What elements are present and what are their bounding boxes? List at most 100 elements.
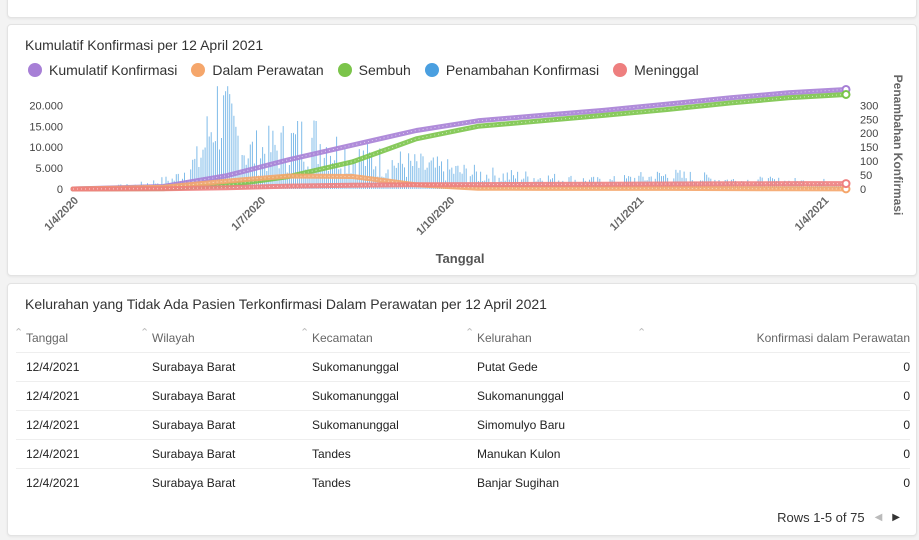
bar-penambahan-konfirmasi — [517, 171, 519, 189]
bar-penambahan-konfirmasi — [237, 135, 239, 189]
bar-penambahan-konfirmasi — [219, 149, 220, 189]
sort-icon[interactable]: ⌃ — [465, 327, 475, 339]
table-row: 12/4/2021 Surabaya Barat Sukomanunggal P… — [16, 351, 910, 381]
y-right-tick-label: 50 — [860, 170, 872, 182]
bar-penambahan-konfirmasi — [358, 149, 360, 189]
bar-penambahan-konfirmasi — [457, 165, 459, 189]
table-row: 12/4/2021 Surabaya Barat Sukomanunggal S… — [16, 409, 910, 439]
bar-penambahan-konfirmasi — [416, 161, 418, 189]
bar-penambahan-konfirmasi — [506, 172, 508, 189]
bar-penambahan-konfirmasi — [305, 169, 307, 189]
table-title: Kelurahan yang Tidak Ada Pasien Terkonfi… — [25, 296, 547, 312]
table-row: 12/4/2021 Surabaya Barat Sukomanunggal S… — [16, 380, 910, 410]
bar-penambahan-konfirmasi — [658, 172, 660, 189]
legend-item-dalam-perawatan[interactable]: Dalam Perawatan — [191, 62, 324, 78]
prev-page-icon[interactable]: ◀ — [874, 512, 883, 523]
bar-penambahan-konfirmasi — [502, 173, 504, 189]
bar-penambahan-konfirmasi — [461, 173, 463, 189]
legend-item-kumulatif[interactable]: Kumulatif Konfirmasi — [28, 62, 177, 78]
y-left-tick-label: 10.000 — [29, 142, 63, 154]
column-header-wilayah[interactable]: ⌃ Wilayah — [140, 327, 195, 345]
cell-kelurahan: Manukan Kulon — [467, 438, 639, 468]
cell-kecamatan: Sukomanunggal — [302, 380, 467, 410]
bar-penambahan-konfirmasi — [471, 174, 473, 189]
bar-penambahan-konfirmasi — [399, 151, 401, 189]
series-line-dalam-perawatan — [70, 173, 849, 192]
cell-wilayah: Surabaya Barat — [142, 467, 302, 497]
bar-penambahan-konfirmasi — [212, 142, 214, 189]
bar-penambahan-konfirmasi — [362, 150, 364, 189]
legend-item-sembuh[interactable]: Sembuh — [337, 62, 411, 78]
legend-dot — [424, 63, 439, 77]
y-right-tick-label: 0 — [860, 184, 866, 196]
bar-penambahan-konfirmasi — [414, 154, 416, 189]
bar-penambahan-konfirmasi — [525, 171, 527, 189]
cell-kecamatan: Sukomanunggal — [302, 351, 467, 381]
bar-penambahan-konfirmasi — [264, 153, 266, 189]
legend-label: Sembuh — [358, 62, 411, 78]
bar-penambahan-konfirmasi — [480, 171, 482, 189]
bar-penambahan-konfirmasi — [397, 162, 399, 189]
series-end-point — [841, 179, 851, 189]
bar-penambahan-konfirmasi — [350, 173, 352, 189]
series-end-point — [841, 89, 851, 99]
bar-penambahan-konfirmasi — [360, 161, 362, 189]
y-right-tick-label: 300 — [860, 100, 878, 112]
cell-konfirmasi: 0 — [639, 380, 910, 410]
bar-penambahan-konfirmasi — [465, 168, 467, 189]
cell-konfirmasi: 0 — [639, 351, 910, 381]
legend-label: Penambahan Konfirmasi — [445, 62, 600, 78]
cell-kelurahan: Banjar Sugihan — [467, 467, 639, 497]
x-tick-label: 1/7/2020 — [229, 195, 268, 234]
bar-penambahan-konfirmasi — [451, 167, 453, 189]
bar-penambahan-konfirmasi — [200, 157, 202, 189]
legend-item-penambahan[interactable]: Penambahan Konfirmasi — [424, 62, 600, 78]
bar-penambahan-konfirmasi — [689, 171, 691, 189]
column-header-kelurahan[interactable]: ⌃ Kelurahan — [465, 327, 532, 345]
bar-penambahan-konfirmasi — [443, 171, 445, 189]
bar-penambahan-konfirmasi — [475, 171, 477, 189]
bar-penambahan-konfirmasi — [330, 155, 331, 189]
chart-plot[interactable]: 0 5.000 10.000 15.000 20.000 0 50 100 150 200 250 3… — [8, 25, 916, 275]
column-header-kecamatan[interactable]: ⌃ Kecamatan — [300, 327, 373, 345]
bar-penambahan-konfirmasi — [675, 169, 677, 189]
bar-penambahan-konfirmasi — [408, 153, 410, 189]
bar-penambahan-konfirmasi — [447, 159, 449, 189]
bar-penambahan-konfirmasi — [210, 132, 212, 189]
bar-penambahan-konfirmasi — [344, 149, 346, 189]
y-right-tick-label: 100 — [860, 156, 878, 168]
bar-penambahan-konfirmasi — [161, 177, 163, 189]
bar-penambahan-konfirmasi — [441, 161, 442, 189]
cell-kecamatan: Sukomanunggal — [302, 409, 467, 439]
bar-penambahan-konfirmasi — [247, 158, 249, 189]
sort-icon[interactable]: ⌃ — [637, 327, 647, 339]
next-page-icon[interactable]: ▶ — [892, 512, 900, 523]
column-header-tanggal[interactable]: ⌃ Tanggal — [14, 327, 69, 345]
bar-penambahan-konfirmasi — [486, 174, 488, 189]
sort-icon[interactable]: ⌃ — [300, 327, 310, 339]
bar-penambahan-konfirmasi — [430, 160, 432, 189]
bar-penambahan-konfirmasi — [424, 169, 426, 189]
cell-wilayah: Surabaya Barat — [142, 409, 302, 439]
bar-penambahan-konfirmasi — [679, 170, 681, 189]
bar-penambahan-konfirmasi — [208, 136, 210, 189]
bar-penambahan-konfirmasi — [412, 166, 414, 189]
x-tick-label: 1/10/2020 — [414, 195, 457, 238]
series-line-meninggal — [70, 181, 849, 192]
column-header-konfirmasi[interactable]: ⌃ Konfirmasi dalam Perawatan — [637, 327, 910, 345]
legend-item-meninggal[interactable]: Meninggal — [613, 62, 699, 78]
y-left-tick-label: 15.000 — [29, 121, 63, 133]
sort-icon[interactable]: ⌃ — [140, 327, 150, 339]
bar-penambahan-konfirmasi — [369, 152, 370, 189]
bar-penambahan-konfirmasi — [656, 171, 658, 189]
bar-penambahan-konfirmasi — [428, 162, 430, 189]
sort-icon[interactable]: ⌃ — [14, 327, 24, 339]
y-left-tick-label: 20.000 — [29, 100, 63, 112]
pagination: Rows 1-5 of 75 ◀ ▶ — [777, 510, 900, 525]
bar-penambahan-konfirmasi — [404, 167, 405, 189]
bar-penambahan-konfirmasi — [251, 141, 253, 189]
x-tick-label: 1/1/2021 — [608, 195, 647, 234]
y-right-tick-label: 250 — [860, 114, 878, 126]
bar-penambahan-konfirmasi — [235, 126, 237, 189]
data-table: ⌃ Tanggal ⌃ Wilayah ⌃ Kecamatan ⌃ Kelurahan … — [14, 324, 910, 497]
